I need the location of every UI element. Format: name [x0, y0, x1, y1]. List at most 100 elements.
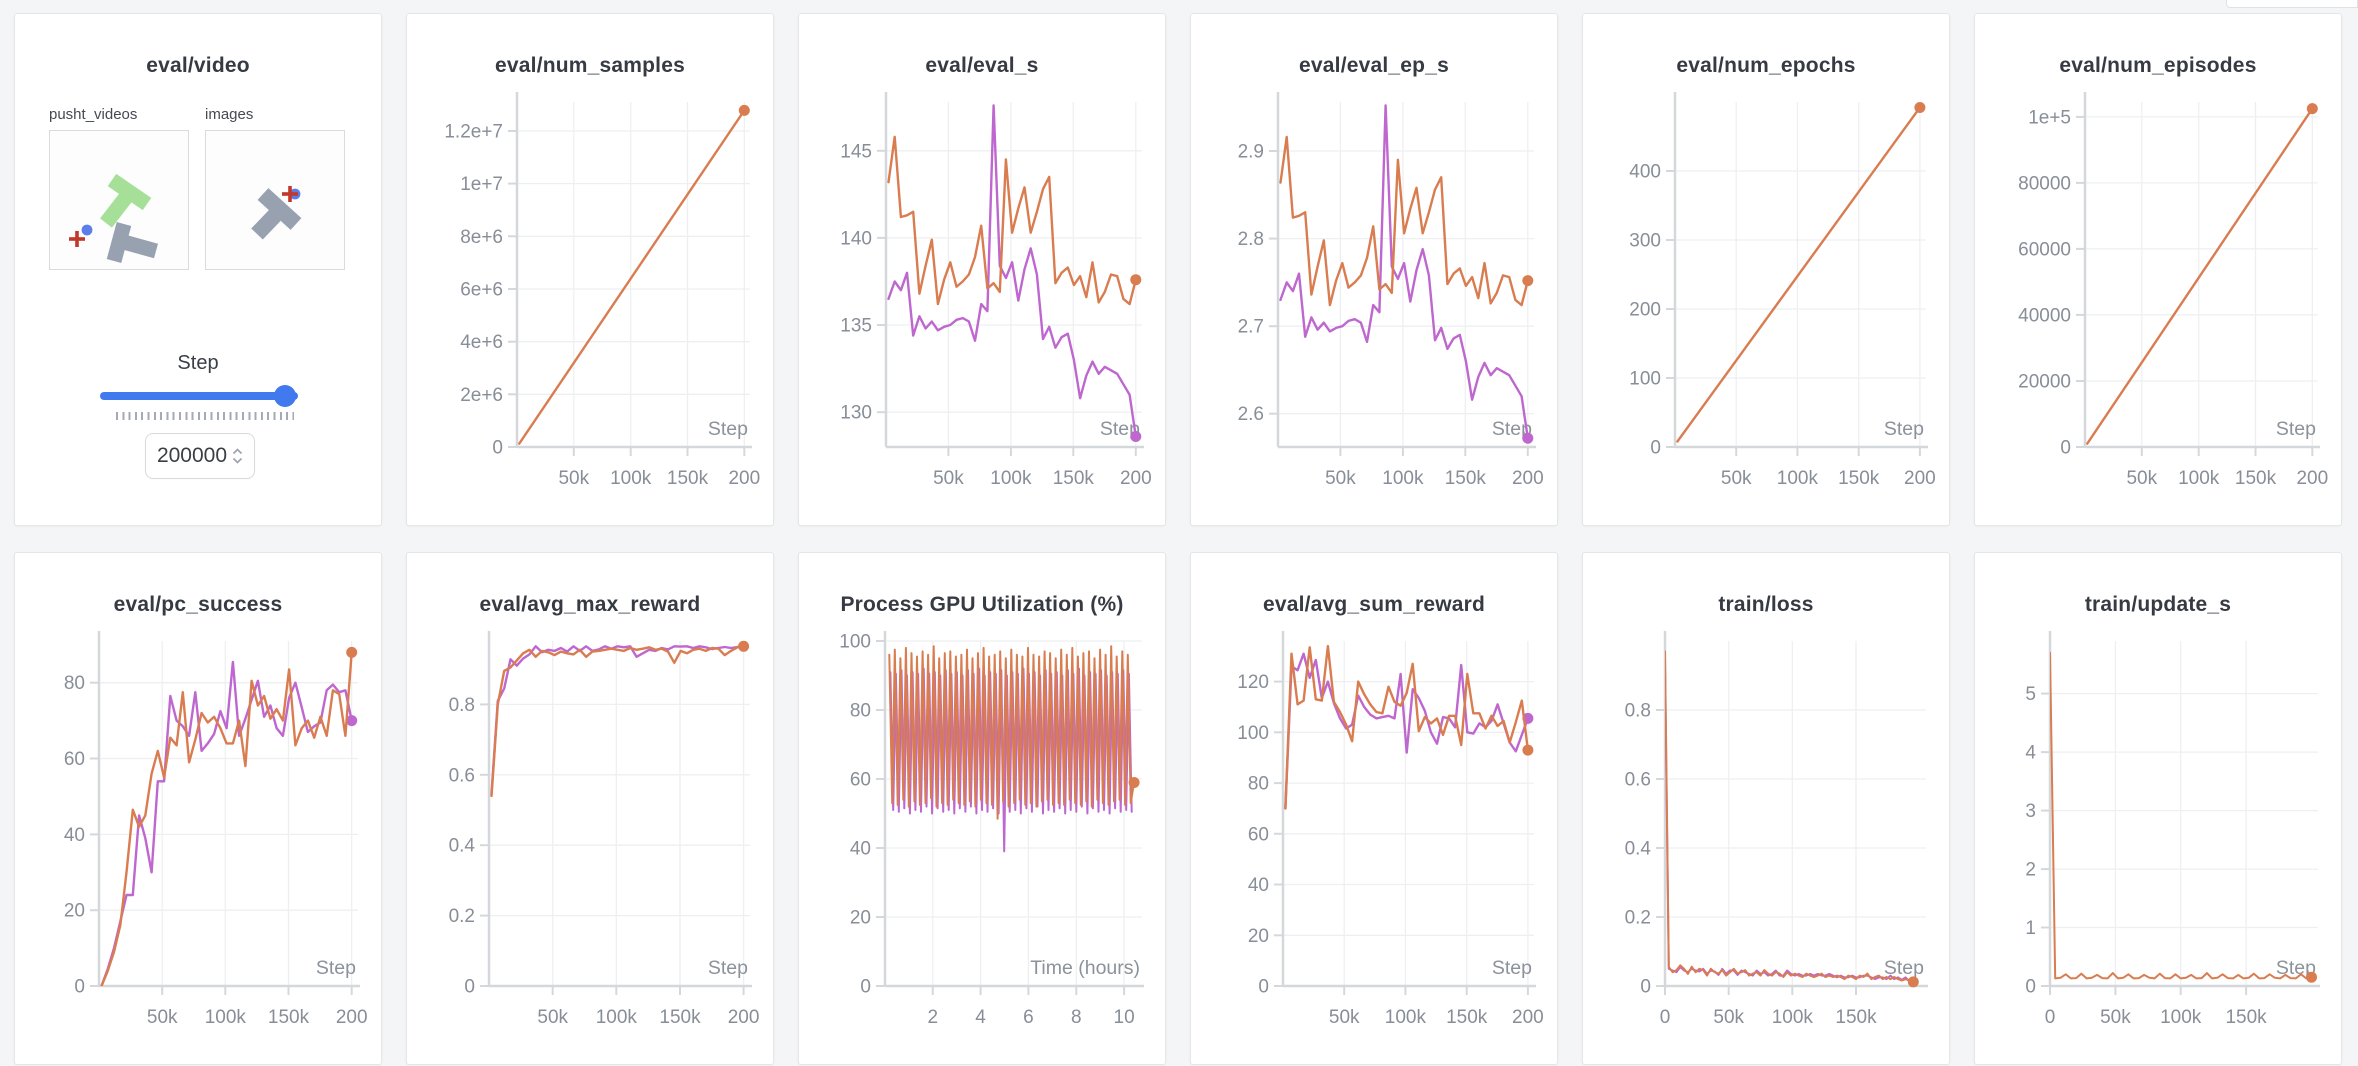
series-line-purple-run[interactable]	[1665, 664, 1915, 983]
series-end-dot-orange-run[interactable]	[1907, 976, 1919, 988]
y-tick-label: 0	[464, 977, 475, 998]
series-line-orange-run[interactable]	[2050, 651, 2313, 980]
series-end-dot-orange-run[interactable]	[1914, 102, 1926, 113]
x-tick-label: 0	[2045, 1007, 2056, 1028]
chart-plot-area[interactable]: 0 50k 100k 150k 0 0.2 0.4 0.6 0.8 Step	[1594, 623, 1940, 1035]
x-tick-label: 200	[728, 468, 760, 489]
media-label: images	[205, 106, 254, 123]
chart-plot-area[interactable]: 50k 100k 150k 200 0 20 40 60 80 Step	[26, 623, 372, 1035]
series-end-dot-purple-run[interactable]	[1130, 431, 1142, 442]
series-end-dot-orange-run[interactable]	[346, 646, 358, 658]
series-line-orange-run[interactable]	[1665, 650, 1915, 983]
y-tick-label: 5	[2025, 684, 2036, 705]
chart-plot-area[interactable]: 50k 100k 150k 200 0 0.2 0.4 0.6 0.8 Step	[418, 623, 764, 1035]
x-tick-label: 150k	[1053, 468, 1095, 489]
x-tick-label: 50k	[933, 468, 964, 489]
y-tick-label: 100	[1237, 723, 1269, 744]
chart-plot-area[interactable]: 50k 100k 150k 200 130 135 140 145 Step	[810, 84, 1156, 496]
series-line-purple-run[interactable]	[1284, 652, 1530, 810]
series-end-dot-orange-run[interactable]	[2306, 103, 2318, 115]
x-tick-label: 100k	[2160, 1007, 2202, 1028]
series-line-orange-run[interactable]	[1676, 106, 1922, 443]
gray-t-shape	[251, 188, 302, 240]
y-tick-label: 6e+6	[460, 280, 503, 301]
y-tick-label: 40000	[2018, 305, 2071, 326]
y-tick-label: 20	[64, 901, 85, 922]
series-end-dot-orange-run[interactable]	[1522, 744, 1534, 756]
video-panel: eval/video pusht_videos	[14, 13, 382, 526]
y-tick-label: 0.6	[1625, 770, 1651, 791]
goal-cross-icon	[69, 231, 85, 247]
series-line-orange-run[interactable]	[1279, 135, 1529, 307]
chart-plot-area[interactable]: 0 50k 100k 150k 0 1 2 3 4 5 Step	[1986, 623, 2332, 1035]
y-tick-label: 0.8	[449, 695, 475, 716]
media-col-pusht-videos: pusht_videos	[49, 106, 189, 270]
chart-plot-area[interactable]: 50k 100k 150k 200 0 100 200 300 400 Step	[1594, 84, 1940, 496]
chart-plot-area[interactable]: 50k 100k 150k 200 0 2e+6 4e+6 6e+6 8e+6 1e+7 1.2e+…	[418, 84, 764, 496]
series-end-dot-orange-run[interactable]	[1128, 777, 1140, 788]
step-slider[interactable]	[100, 385, 298, 407]
series-end-dot-orange-run[interactable]	[2306, 971, 2317, 983]
step-value-input[interactable]: 200000	[145, 433, 255, 479]
series-line-orange-run[interactable]	[100, 651, 353, 986]
series-end-dot-orange-run[interactable]	[1130, 274, 1142, 286]
gray-t-shape	[106, 222, 159, 263]
series-end-dot-orange-run[interactable]	[1522, 275, 1534, 287]
chart-plot-area[interactable]: 50k 100k 150k 200 2.6 2.7 2.8 2.9 Step	[1202, 84, 1548, 496]
y-tick-label: 0.2	[1625, 908, 1651, 929]
y-tick-label: 2e+6	[460, 385, 503, 406]
y-tick-label: 4e+6	[460, 332, 503, 353]
step-stepper[interactable]	[232, 448, 243, 464]
green-t-shape	[100, 173, 152, 228]
series-line-purple-run[interactable]	[490, 645, 745, 796]
chart-title: eval/eval_s	[925, 54, 1039, 77]
x-tick-label: 50k	[1721, 468, 1752, 489]
series-line-purple-run[interactable]	[887, 104, 1137, 438]
series-line-orange-run[interactable]	[518, 109, 746, 445]
media-col-images: images	[205, 106, 345, 270]
x-tick-label: 200	[728, 1007, 760, 1028]
y-tick-label: 100	[1629, 369, 1661, 390]
x-tick-label: 50k	[2126, 468, 2157, 489]
chart-panel-process-gpu-utilization-: Process GPU Utilization (%) 2 4 6 8 10 0 20 40 60…	[798, 552, 1166, 1065]
chart-panel-eval-eval-s: eval/eval_s 50k 100k 150k 200 130 135 140 145 Ste…	[798, 13, 1166, 526]
y-tick-label: 200	[1629, 300, 1661, 321]
stepper-down-icon[interactable]	[232, 457, 243, 464]
y-tick-label: 135	[840, 316, 872, 337]
step-value[interactable]: 200000	[156, 444, 228, 467]
series-end-dot-orange-run[interactable]	[738, 104, 750, 116]
stepper-up-icon[interactable]	[232, 448, 243, 455]
y-tick-label: 20000	[2018, 372, 2071, 393]
series-end-dot-purple-run[interactable]	[1522, 432, 1534, 444]
y-tick-label: 130	[840, 403, 872, 424]
step-slider-track[interactable]	[100, 392, 298, 400]
x-axis-label: Step	[1884, 957, 1924, 979]
series-line-orange-run[interactable]	[888, 645, 1136, 820]
x-tick-label: 50k	[558, 468, 589, 489]
series-line-orange-run[interactable]	[2086, 107, 2314, 445]
y-tick-label: 60	[850, 770, 871, 791]
series-line-purple-run[interactable]	[100, 660, 353, 986]
y-tick-label: 0.4	[1625, 839, 1652, 860]
x-tick-label: 100k	[1382, 468, 1424, 489]
series-end-dot-purple-run[interactable]	[346, 715, 358, 727]
images-frame	[251, 186, 302, 240]
y-tick-label: 60	[64, 749, 85, 770]
series-line-purple-run[interactable]	[1279, 104, 1529, 440]
x-tick-label: 50k	[1329, 1007, 1360, 1028]
pusht-video-thumbnail[interactable]	[49, 130, 189, 270]
chart-plot-area[interactable]: 50k 100k 150k 200 0 20000 40000 60000 80000 1e+5 S…	[1986, 84, 2332, 496]
series-line-orange-run[interactable]	[490, 645, 745, 798]
y-tick-label: 0	[1640, 977, 1651, 998]
x-tick-label: 100k	[596, 1007, 638, 1028]
images-thumbnail[interactable]	[205, 130, 345, 270]
series-line-orange-run[interactable]	[1284, 644, 1530, 810]
chart-panel-eval-num-episodes: eval/num_episodes 50k 100k 150k 200 0 20000 400…	[1974, 13, 2342, 526]
series-end-dot-orange-run[interactable]	[738, 640, 750, 652]
step-slider-handle[interactable]	[274, 385, 296, 407]
series-line-orange-run[interactable]	[887, 135, 1137, 306]
chart-plot-area[interactable]: 50k 100k 150k 200 0 20 40 60 80 100 120 Step	[1202, 623, 1548, 1035]
y-tick-label: 0	[1650, 438, 1661, 459]
x-axis-label: Step	[1492, 418, 1532, 440]
